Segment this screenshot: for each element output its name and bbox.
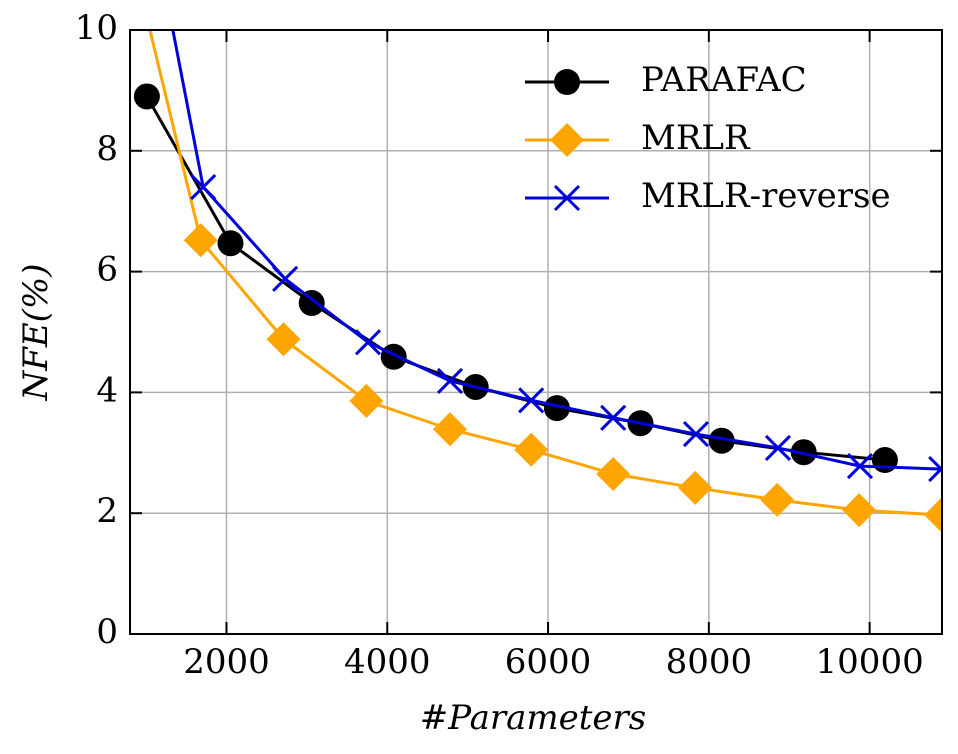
x-tick-label: 10000 <box>816 642 924 682</box>
x-tick-label: 8000 <box>666 642 753 682</box>
marker <box>436 367 464 394</box>
marker <box>349 383 384 418</box>
x-tick-label: 2000 <box>183 642 270 682</box>
y-axis-label: NFE(%) <box>16 264 56 402</box>
marker <box>298 290 325 317</box>
legend-label: MRLR-reverse <box>641 176 891 216</box>
marker <box>432 412 467 447</box>
marker <box>764 434 792 462</box>
marker <box>596 456 631 491</box>
legend-marker <box>554 69 580 95</box>
marker <box>600 404 627 431</box>
x-tick-label: 6000 <box>505 642 592 682</box>
marker <box>518 387 545 414</box>
marker <box>842 493 877 528</box>
y-tick-label: 0 <box>96 612 118 652</box>
marker <box>846 453 874 480</box>
y-tick-label: 2 <box>96 491 118 531</box>
marker <box>514 432 549 467</box>
legend-label: MRLR <box>641 118 751 158</box>
marker <box>183 223 218 258</box>
y-tick-label: 6 <box>96 250 118 290</box>
y-tick-label: 4 <box>96 370 118 410</box>
marker <box>123 0 157 5</box>
marker <box>272 265 299 292</box>
marker <box>708 427 735 454</box>
marker <box>543 395 570 422</box>
marker <box>354 329 382 356</box>
marker <box>682 421 710 448</box>
marker <box>133 83 160 110</box>
plot-area <box>123 0 942 533</box>
x-tick-label: 4000 <box>344 642 431 682</box>
marker <box>217 230 244 257</box>
marker <box>266 322 301 357</box>
marker <box>871 447 898 474</box>
marker <box>380 343 407 370</box>
series-line <box>148 30 942 517</box>
marker <box>760 482 795 517</box>
marker <box>924 498 942 533</box>
axes-frame <box>129 29 943 635</box>
x-axis-label: #Parameters <box>420 698 646 738</box>
marker <box>190 173 217 201</box>
y-tick-label: 8 <box>96 129 118 169</box>
legend-marker <box>553 184 581 212</box>
legend-label: PARAFAC <box>641 60 807 100</box>
marker <box>678 470 713 505</box>
y-tick-label: 10 <box>75 8 118 48</box>
legend-marker <box>550 123 584 157</box>
